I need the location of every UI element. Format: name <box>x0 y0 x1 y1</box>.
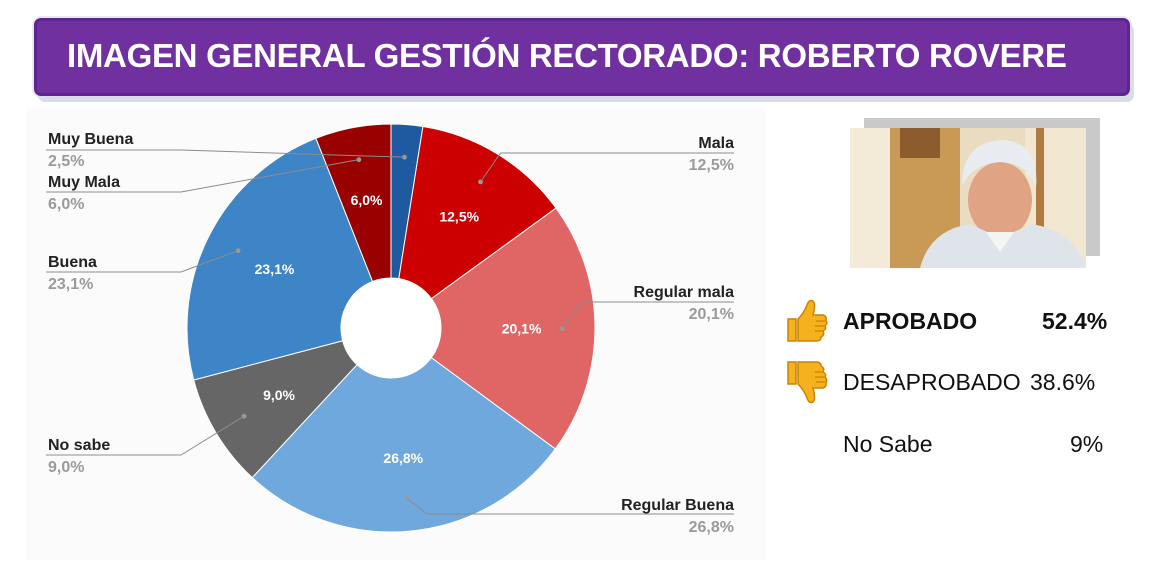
slices <box>186 123 596 533</box>
leader-line-muy-buena <box>46 149 405 158</box>
slice-value-label-buena: 23,1% <box>255 261 295 277</box>
slice-value-label-muy-mala: 6,0% <box>351 192 383 208</box>
legend-name-muy-buena: Muy Buena <box>48 131 133 148</box>
summary-value: 9% <box>1070 431 1104 457</box>
slice-mala <box>398 125 557 300</box>
leader-line-mala <box>480 152 734 183</box>
legend-name-muy-mala: Muy Mala <box>48 174 120 191</box>
legend-name-no-sabe: No sabe <box>48 437 110 454</box>
legend-value-muy-mala: 6,0% <box>48 196 84 213</box>
slice-regular-mala <box>430 207 596 450</box>
leader-dot-buena <box>235 248 241 254</box>
leader-line-muy-mala <box>46 159 359 193</box>
page-title: IMAGEN GENERAL GESTIÓN RECTORADO: ROBERT… <box>67 37 1067 74</box>
leader-line-regular-mala <box>561 301 734 329</box>
title-banner: IMAGEN GENERAL GESTIÓN RECTORADO: ROBERT… <box>34 18 1130 96</box>
slice-value-label-regular-mala: 20,1% <box>502 320 542 336</box>
summary-label: APROBADO <box>843 308 978 334</box>
summary-label: No Sabe <box>843 431 933 457</box>
slice-value-label-regular-buena: 26,8% <box>383 450 423 466</box>
legend-name-mala: Mala <box>698 135 734 152</box>
leader-line-buena <box>46 250 239 273</box>
slice-value-label-mala: 12,5% <box>439 209 479 225</box>
slice-muy-mala <box>315 123 392 283</box>
legend-value-mala: 12,5% <box>689 157 734 174</box>
legend-name-regular-mala: Regular mala <box>634 284 735 301</box>
legend-name-regular-buena: Regular Buena <box>621 497 734 514</box>
thumbs-up-icon <box>780 295 832 347</box>
summary-value: 38.6% <box>1030 369 1096 395</box>
leader-line-no-sabe <box>46 415 245 456</box>
donut-chart-area: Muy Buena 2,5% 12,5% Mala 12,5% 20,1% Regular … <box>26 108 766 560</box>
legend-value-regular-mala: 20,1% <box>689 306 734 323</box>
legend-value-muy-buena: 2,5% <box>48 153 84 170</box>
summary-value: 52.4% <box>1042 308 1108 334</box>
summary-row-desaprobado: DESAPROBADO 38.6% <box>780 356 1140 406</box>
legend-value-buena: 23,1% <box>48 276 93 293</box>
summary-row-aprobado: APROBADO 52.4% <box>780 295 1140 345</box>
legend-value-regular-buena: 26,8% <box>689 519 734 536</box>
slice-buena <box>186 137 374 381</box>
thumbs-down-icon <box>780 356 832 408</box>
summary-row-no-sabe: No Sabe 9% <box>780 418 1140 468</box>
rector-photo <box>850 128 1086 268</box>
legend-name-buena: Buena <box>48 254 97 271</box>
legend-value-no-sabe: 9,0% <box>48 459 84 476</box>
labels: Muy Buena 2,5% 12,5% Mala 12,5% 20,1% Regular … <box>46 131 734 536</box>
donut-chart: Muy Buena 2,5% 12,5% Mala 12,5% 20,1% Regular … <box>46 123 734 536</box>
slice-regular-buena <box>251 356 556 533</box>
leader-line-regular-buena <box>406 498 734 515</box>
summary-label: DESAPROBADO <box>843 369 1021 395</box>
slice-no-sabe <box>193 340 358 479</box>
slice-value-label-no-sabe: 9,0% <box>263 387 295 403</box>
donut-hole <box>342 279 440 377</box>
